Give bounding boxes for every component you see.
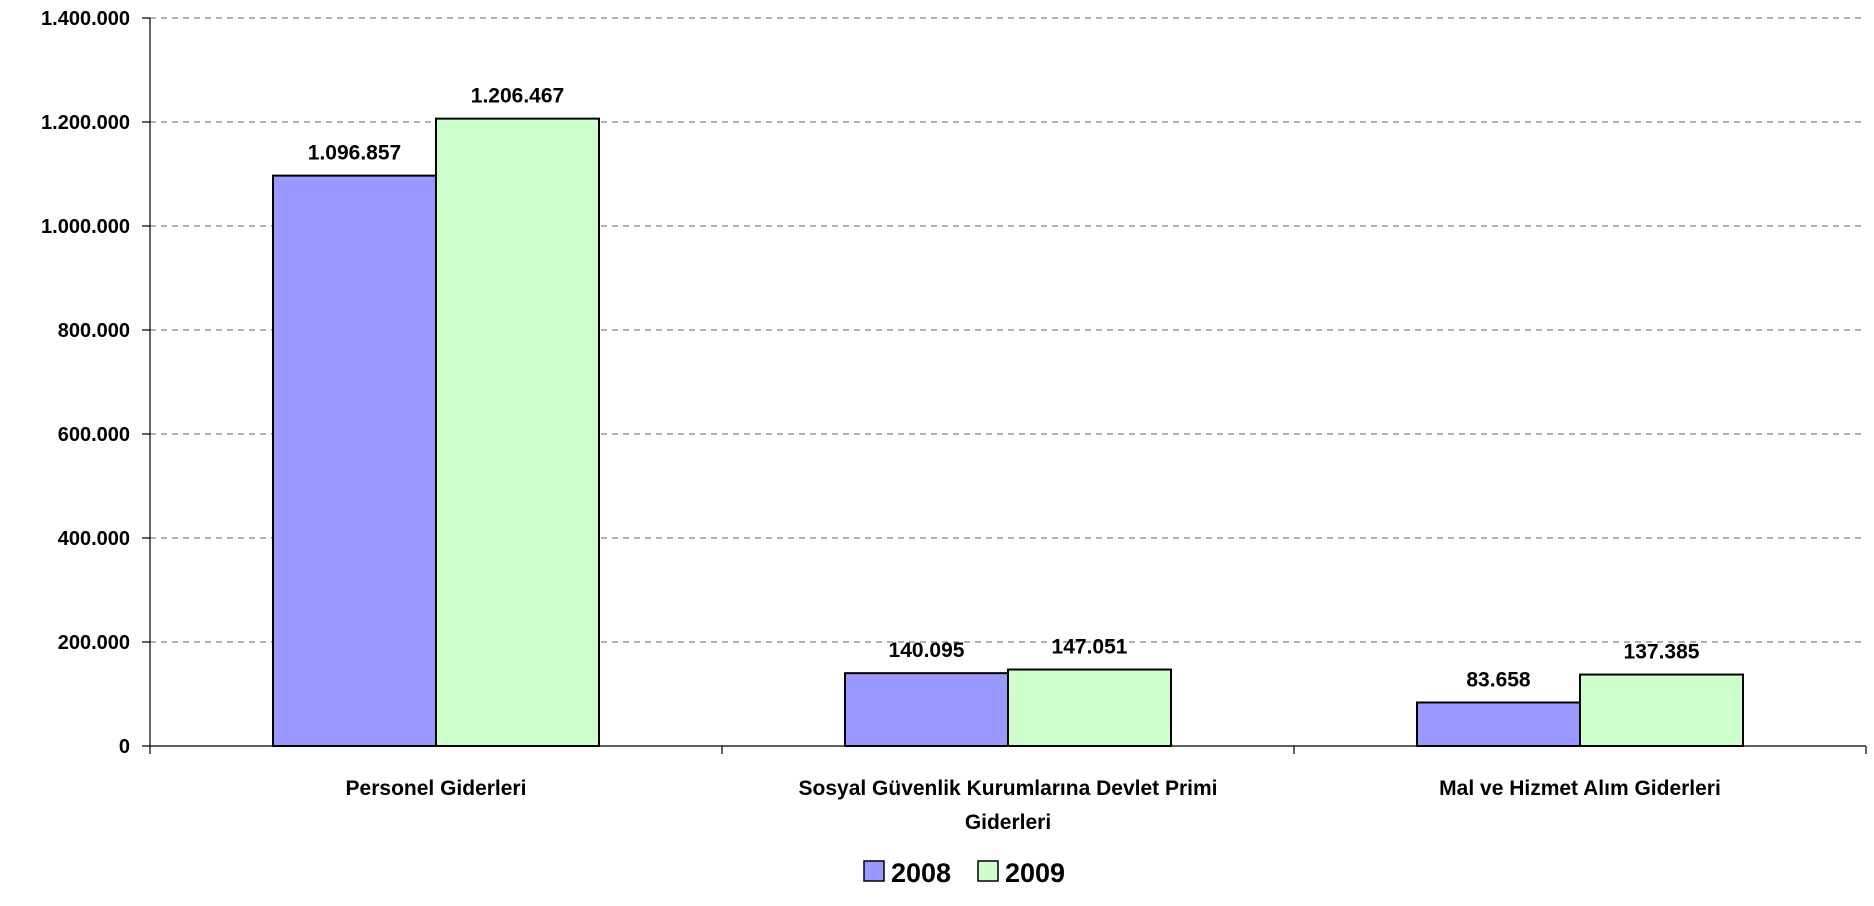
data-label: 83.658 — [1466, 668, 1531, 691]
legend-swatch-2008 — [863, 860, 885, 882]
y-tick-label: 1.200.000 — [41, 112, 130, 134]
x-category-labels: Personel Giderleri Sosyal Güvenlik Kuruml… — [346, 777, 1721, 834]
x-category-label: Mal ve Hizmet Alım Giderleri — [1439, 777, 1721, 800]
bar-2009-2 — [1579, 673, 1744, 748]
y-tick-label: 600.000 — [58, 424, 130, 446]
data-label: 140.095 — [889, 639, 965, 662]
data-label: 1.096.857 — [308, 142, 401, 165]
data-label: 137.385 — [1624, 641, 1700, 664]
y-tick-label: 400.000 — [58, 528, 130, 550]
data-label: 147.051 — [1052, 636, 1128, 659]
bar-2008-2 — [1416, 701, 1581, 748]
y-tick-label: 800.000 — [58, 320, 130, 342]
data-label: 1.206.467 — [471, 85, 564, 108]
y-tick-labels: 0 200.000 400.000 600.000 800.000 1.000.000 1.… — [41, 8, 130, 758]
x-category-label: Sosyal Güvenlik Kurumlarına Devlet Primi — [799, 777, 1218, 800]
axes — [142, 17, 1867, 754]
legend-label-2009: 2009 — [1005, 858, 1065, 888]
y-tick-label: 200.000 — [58, 632, 130, 654]
legend-swatch-2009 — [977, 860, 999, 882]
y-tick-label: 1.000.000 — [41, 216, 130, 238]
x-category-label: Giderleri — [965, 811, 1051, 834]
bars — [272, 117, 1744, 748]
x-category-label: Personel Giderleri — [346, 777, 527, 800]
bar-2009-0 — [435, 117, 600, 748]
legend-label-2008: 2008 — [891, 858, 951, 888]
bar-2008-1 — [844, 672, 1009, 747]
bar-2009-1 — [1007, 668, 1172, 748]
data-labels: 1.096.857 1.206.467 140.095 147.051 83.658 13… — [308, 85, 1700, 692]
legend: 2008 2009 — [863, 858, 1065, 888]
y-tick-label: 0 — [119, 736, 130, 758]
bar-2008-0 — [272, 174, 437, 748]
y-tick-label: 1.400.000 — [41, 8, 130, 30]
